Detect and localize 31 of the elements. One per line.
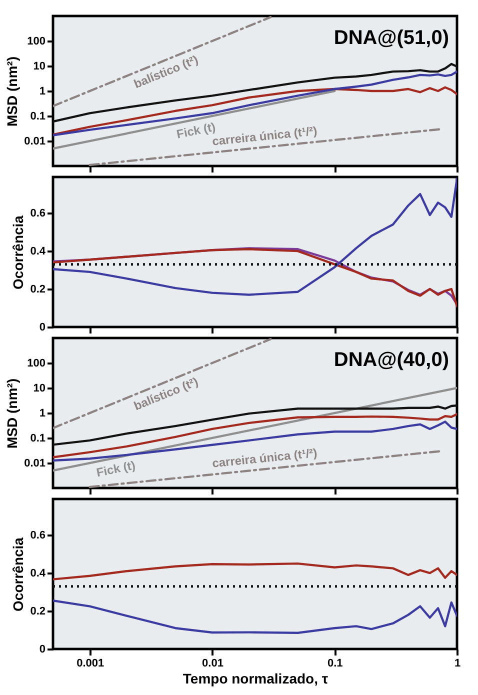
text: Fick (t) — [95, 458, 136, 480]
y-tick-label: 1 — [39, 408, 46, 420]
y-tick-label: 0.6 — [30, 530, 46, 542]
y-tick-label: 10 — [33, 60, 46, 72]
y-tick-label: 0.1 — [30, 110, 46, 122]
y-tick-label: 0.4 — [30, 246, 46, 258]
y-axis-title: MSD (nm²) — [4, 56, 20, 126]
x-tick-label: 0.001 — [76, 658, 104, 670]
y-axis-title: MSD (nm²) — [4, 378, 20, 448]
y-tick-label: 0 — [39, 322, 46, 334]
y-tick-label: 0.4 — [30, 568, 46, 580]
annotation: DNA@(51,0) — [334, 27, 449, 49]
y-axis-title: Ocorrência — [10, 537, 26, 612]
x-tick-label: 0.01 — [202, 658, 224, 670]
y-axis-title: Ocorrência — [10, 215, 26, 290]
text: carreira única (t¹/²) — [212, 446, 318, 470]
y-tick-label: 0.01 — [24, 136, 46, 148]
y-tick-label: 0 — [39, 644, 46, 656]
y-tick-label: 100 — [27, 358, 46, 370]
y-tick-label: 0.6 — [30, 208, 46, 220]
y-tick-label: 100 — [27, 36, 46, 48]
y-tick-label: 0.2 — [30, 284, 46, 296]
y-tick-label: 0.01 — [24, 458, 46, 470]
y-tick-label: 0.2 — [30, 606, 46, 618]
x-tick-label: 0.1 — [327, 658, 343, 670]
y-tick-label: 1 — [39, 86, 46, 98]
y-tick-label: 0.1 — [30, 432, 46, 444]
x-axis-title: Tempo normalizado, τ — [182, 670, 329, 686]
annotation: DNA@(40,0) — [334, 349, 449, 371]
y-tick-label: 10 — [33, 382, 46, 394]
x-tick-label: 1 — [454, 658, 461, 670]
